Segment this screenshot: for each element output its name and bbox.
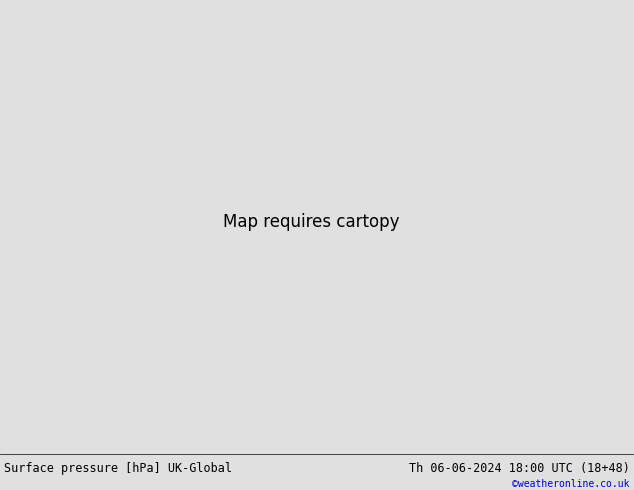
Text: Th 06-06-2024 18:00 UTC (18+48): Th 06-06-2024 18:00 UTC (18+48) <box>409 462 630 475</box>
Text: ©weatheronline.co.uk: ©weatheronline.co.uk <box>512 479 630 489</box>
Text: Map requires cartopy: Map requires cartopy <box>223 213 399 231</box>
Text: Surface pressure [hPa] UK-Global: Surface pressure [hPa] UK-Global <box>4 462 232 475</box>
